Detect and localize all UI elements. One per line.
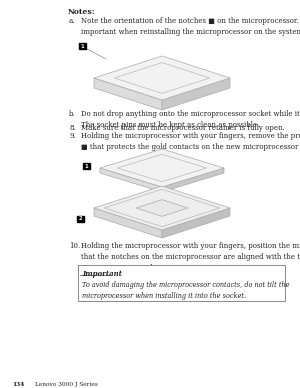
Polygon shape [162,208,230,238]
Text: 9.: 9. [69,132,76,140]
Text: Holding the microprocessor with your fingers, position the microprocessor so
tha: Holding the microprocessor with your fin… [81,242,300,272]
FancyBboxPatch shape [78,265,285,301]
Text: 1: 1 [80,43,84,48]
Text: 8.: 8. [69,124,76,132]
Text: To avoid damaging the microprocessor contacts, do not tilt the
microprocessor wh: To avoid damaging the microprocessor con… [82,281,290,300]
Text: b.: b. [69,110,76,118]
FancyBboxPatch shape [79,43,86,49]
Text: Note the orientation of the notches ■ on the microprocessor. This is
important w: Note the orientation of the notches ■ on… [81,17,300,36]
Text: 134: 134 [12,382,24,387]
Text: 1: 1 [84,163,88,168]
Text: Lenovo 3000 J Series: Lenovo 3000 J Series [35,382,98,387]
Polygon shape [94,186,230,230]
Polygon shape [94,78,162,110]
Polygon shape [100,149,224,187]
Text: a.: a. [69,17,76,25]
Polygon shape [94,56,230,100]
Polygon shape [94,208,162,238]
Polygon shape [162,78,230,110]
Text: 2: 2 [78,217,82,222]
Polygon shape [162,168,224,192]
Text: Notes:: Notes: [68,8,96,16]
Polygon shape [136,200,188,217]
Text: Do not drop anything onto the microprocessor socket while it is exposed.
The soc: Do not drop anything onto the microproce… [81,110,300,129]
Text: Holding the microprocessor with your fingers, remove the protective cover
■ that: Holding the microprocessor with your fin… [81,132,300,151]
FancyBboxPatch shape [76,216,83,222]
Text: Make sure that the microprocessor retainer is fully open.: Make sure that the microprocessor retain… [81,124,285,132]
Text: 10.: 10. [69,242,80,250]
Text: Important: Important [82,270,122,278]
FancyBboxPatch shape [82,163,89,169]
Polygon shape [100,168,162,192]
